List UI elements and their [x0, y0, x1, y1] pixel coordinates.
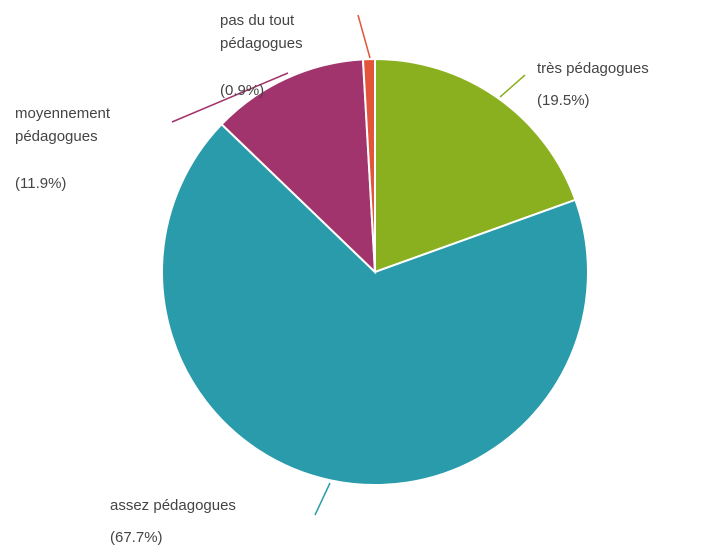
pie-slice: [374, 57, 577, 274]
slice-value-label: (19.5%): [537, 92, 590, 109]
leader-line: [499, 74, 526, 98]
slice-label: assez pédagogues: [110, 497, 236, 514]
pie-slice: [220, 58, 377, 275]
slice-label: moyennement pédagogues: [15, 105, 111, 145]
slice-label: pas du tout pédagogues: [220, 12, 303, 52]
pie-slice: [361, 57, 376, 273]
slice-value-label: (11.9%): [15, 175, 67, 192]
leader-line: [171, 72, 289, 123]
pie-slice: [161, 122, 589, 486]
slice-value-label: (67.7%): [110, 529, 163, 546]
leader-line: [314, 482, 331, 516]
slice-value-label: (0.9%): [220, 82, 265, 99]
slice-label: très pédagogues: [537, 60, 649, 77]
leader-line: [357, 14, 371, 59]
